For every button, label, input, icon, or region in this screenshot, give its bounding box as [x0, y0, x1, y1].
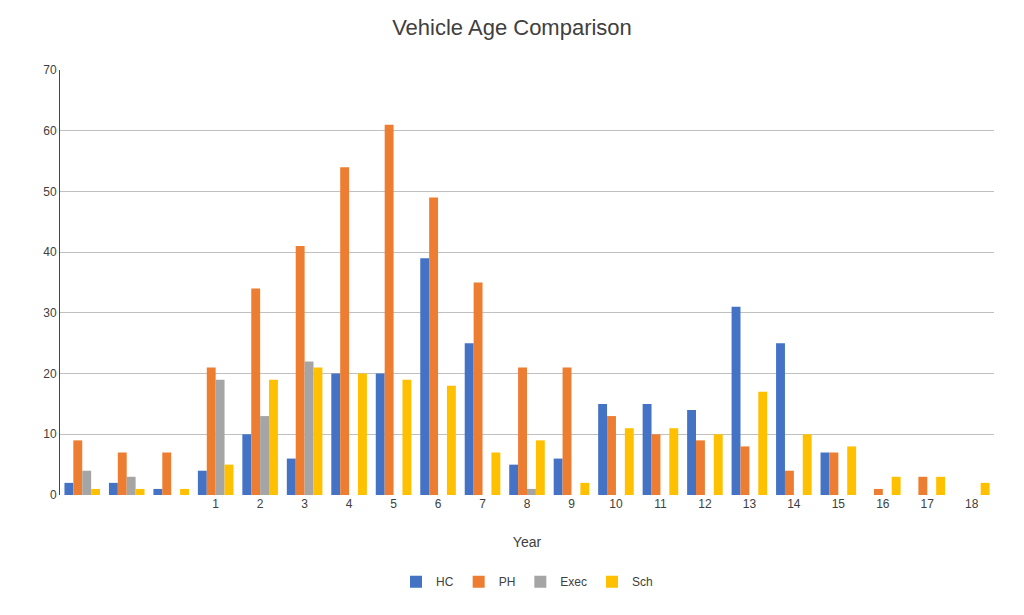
- svg-text:Vehicle Age Comparison: Vehicle Age Comparison: [392, 15, 632, 40]
- svg-text:3: 3: [301, 497, 308, 511]
- svg-text:4: 4: [346, 497, 353, 511]
- svg-text:10: 10: [609, 497, 623, 511]
- svg-text:17: 17: [921, 497, 935, 511]
- svg-text:18: 18: [965, 497, 979, 511]
- svg-text:10: 10: [43, 427, 57, 441]
- svg-text:70: 70: [43, 63, 57, 77]
- svg-text:50: 50: [43, 185, 57, 199]
- svg-text:5: 5: [390, 497, 397, 511]
- svg-text:Year: Year: [513, 534, 542, 550]
- svg-text:9: 9: [568, 497, 575, 511]
- svg-text:7: 7: [479, 497, 486, 511]
- svg-text:HC: HC: [436, 575, 454, 589]
- svg-text:1: 1: [212, 497, 219, 511]
- svg-text:16: 16: [876, 497, 890, 511]
- svg-text:Sch: Sch: [632, 575, 653, 589]
- svg-text:20: 20: [43, 367, 57, 381]
- svg-text:12: 12: [698, 497, 712, 511]
- svg-text:2: 2: [257, 497, 264, 511]
- svg-text:6: 6: [435, 497, 442, 511]
- svg-text:60: 60: [43, 124, 57, 138]
- svg-text:11: 11: [654, 497, 667, 511]
- svg-text:8: 8: [524, 497, 531, 511]
- svg-text:15: 15: [832, 497, 846, 511]
- svg-text:13: 13: [743, 497, 757, 511]
- svg-text:0: 0: [50, 488, 57, 502]
- svg-text:30: 30: [43, 306, 57, 320]
- svg-text:Exec: Exec: [560, 575, 587, 589]
- svg-text:14: 14: [787, 497, 801, 511]
- svg-text:PH: PH: [499, 575, 516, 589]
- svg-text:40: 40: [43, 245, 57, 259]
